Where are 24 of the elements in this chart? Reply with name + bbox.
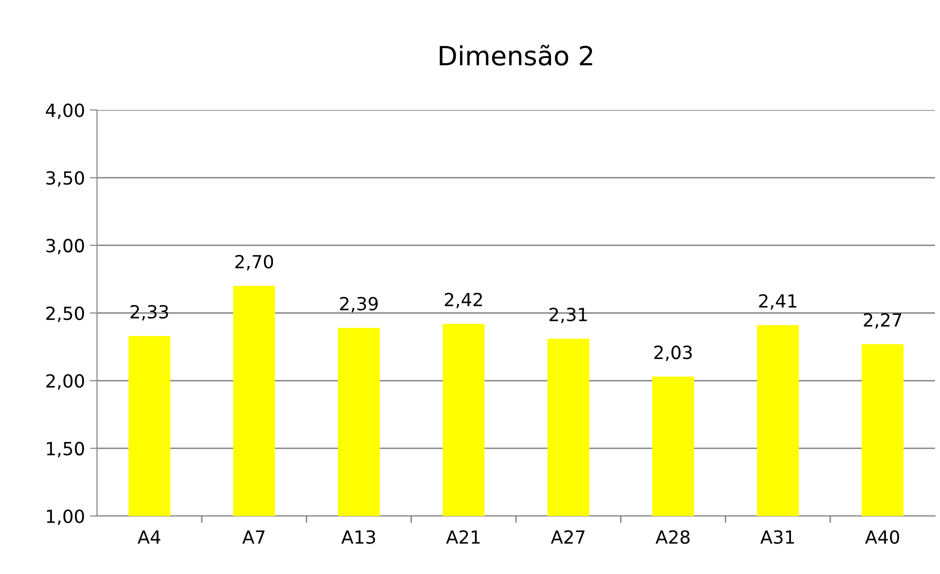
x-tick-label: A13 (341, 530, 376, 544)
x-tick-label: A27 (550, 530, 584, 544)
data-label: 2,41 (759, 294, 796, 310)
y-tick-label: 3,00 (46, 238, 84, 254)
data-label: 2,33 (130, 304, 168, 320)
x-tick-label: A28 (656, 530, 690, 544)
data-label: 2,39 (340, 296, 378, 312)
data-label: 2,27 (864, 313, 902, 329)
data-label: 2,03 (654, 346, 692, 362)
y-tick-label: 4,00 (46, 103, 84, 119)
y-tick-label: 3,50 (46, 171, 84, 187)
y-tick-label: 1,00 (46, 509, 84, 525)
y-tick-label: 1,50 (46, 442, 84, 458)
x-tick-label: A7 (242, 530, 264, 544)
x-tick-label: A31 (760, 530, 794, 544)
y-tick-label: 2,00 (46, 374, 84, 390)
data-label: 2,31 (550, 308, 587, 324)
x-tick-label: A21 (446, 530, 480, 544)
chart-title: Dimensão 2 (440, 44, 592, 66)
x-tick-label: A40 (865, 530, 900, 544)
data-label: 2,42 (444, 292, 482, 308)
data-label: 2,70 (235, 254, 274, 270)
y-tick-label: 2,50 (46, 306, 84, 322)
x-tick-label: A4 (138, 530, 160, 544)
